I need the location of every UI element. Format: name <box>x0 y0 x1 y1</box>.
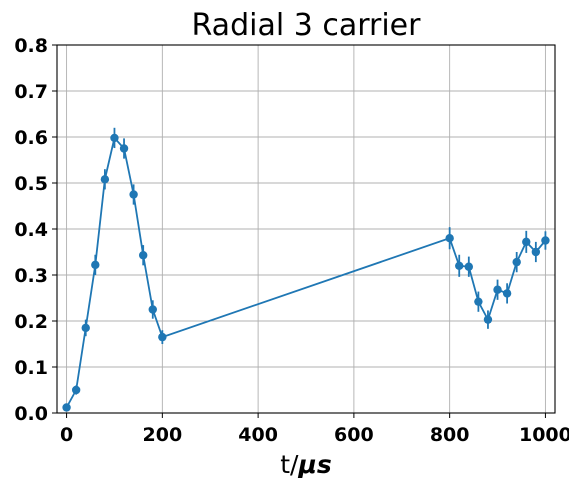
data-point <box>81 323 90 333</box>
data-point <box>62 403 71 412</box>
x-axis-label-text: t/ <box>280 450 299 479</box>
y-tick-label: 0.2 <box>14 311 48 333</box>
data-point <box>91 260 100 270</box>
data-point <box>148 305 157 314</box>
y-tick-label: 0.4 <box>14 219 48 241</box>
data-point <box>129 190 138 199</box>
data-point <box>445 234 454 243</box>
data-point <box>71 385 81 395</box>
data-point <box>158 332 167 342</box>
data-point <box>483 315 493 324</box>
x-axis-label-unit: μs <box>297 450 331 479</box>
x-axis-label: t/μs <box>280 450 332 479</box>
series-line <box>65 136 547 408</box>
data-point <box>110 133 119 143</box>
data-point <box>541 236 550 245</box>
y-tick-label: 0.1 <box>14 357 48 379</box>
data-point <box>100 175 110 184</box>
data-point <box>138 251 148 260</box>
x-tick-label: 0 <box>60 424 73 446</box>
y-tick-label: 0.3 <box>14 265 48 287</box>
data-point <box>512 257 521 267</box>
x-tick-label: 1000 <box>519 424 569 446</box>
data-point <box>502 289 512 298</box>
data-point <box>522 237 531 247</box>
data-point <box>493 285 502 294</box>
data-point <box>119 144 129 153</box>
data-point <box>531 247 541 257</box>
data-point <box>474 297 483 306</box>
y-tick-label: 0.6 <box>14 127 48 149</box>
y-tick-label: 0.8 <box>14 35 48 57</box>
x-tick-label: 800 <box>430 424 470 446</box>
x-tick-label: 200 <box>143 424 183 446</box>
y-tick-label: 0.7 <box>14 81 48 103</box>
axis-ticks: 0 200 400 600 800 1000 0.0 0.1 0.2 0.3 0.4 0.5 0.6 0.… <box>14 35 569 446</box>
x-tick-label: 600 <box>334 424 374 446</box>
x-tick-label: 400 <box>238 424 278 446</box>
data-point <box>464 262 474 271</box>
y-tick-label: 0.0 <box>14 403 48 425</box>
data-point <box>455 261 464 270</box>
series-layer <box>62 127 550 412</box>
y-tick-label: 0.5 <box>14 173 48 195</box>
chart-title: Radial 3 carrier <box>192 8 422 43</box>
